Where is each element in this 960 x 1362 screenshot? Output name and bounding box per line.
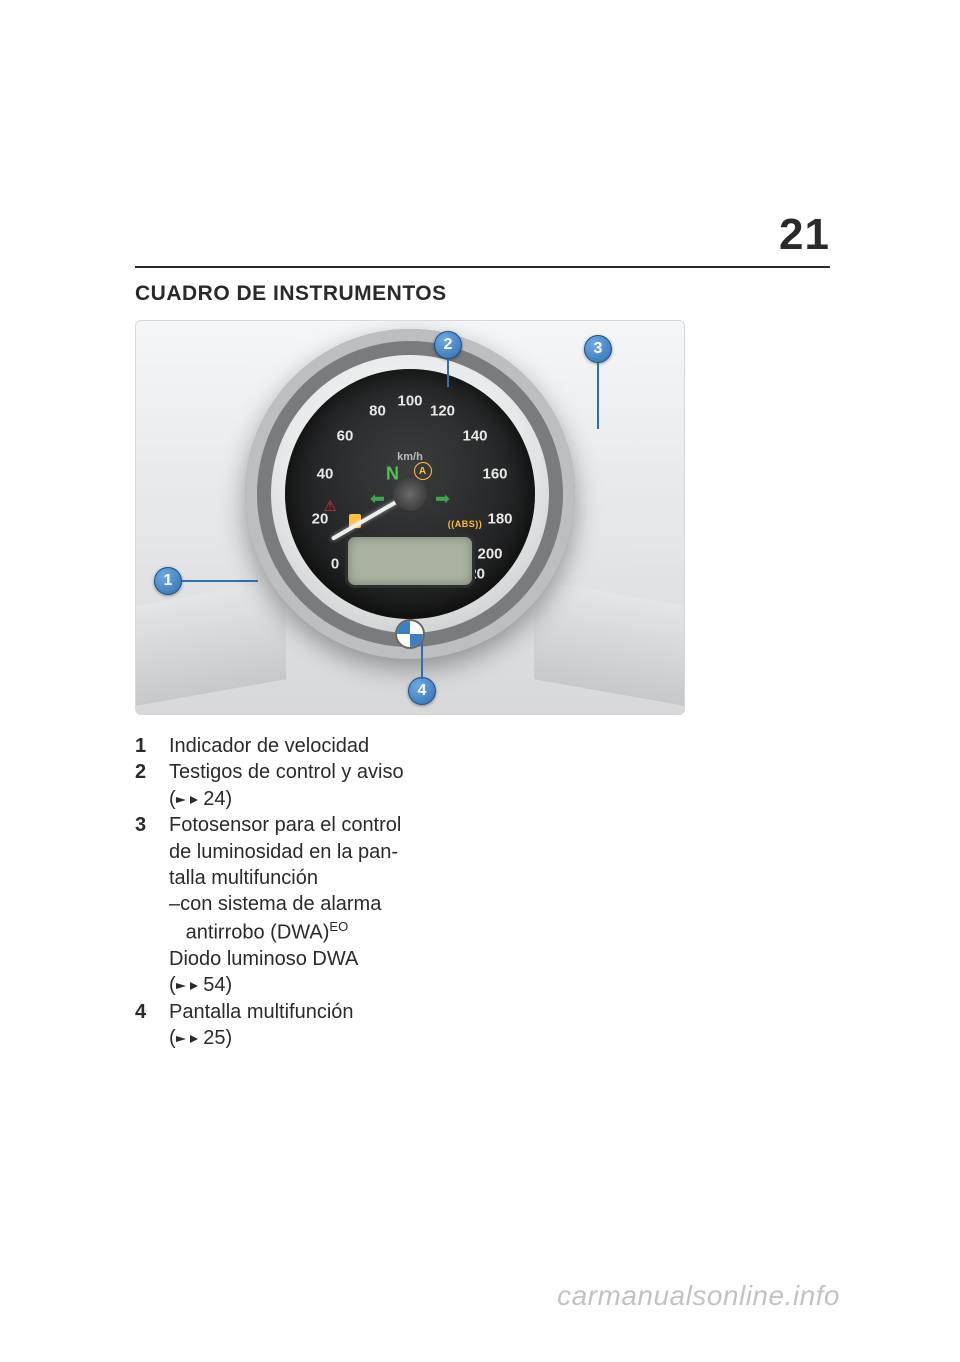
turn-signal-right-icon: ➡ bbox=[435, 488, 450, 509]
callout-1-line bbox=[182, 580, 258, 582]
legend-num: 2 bbox=[135, 759, 169, 812]
option-code: EO bbox=[329, 919, 348, 934]
legend-num: 1 bbox=[135, 733, 169, 759]
speed-mark: 0 bbox=[331, 555, 339, 572]
callout-1: 1 bbox=[154, 567, 182, 595]
legend-text: Indicador de velocidad bbox=[169, 735, 369, 757]
speed-mark: 140 bbox=[462, 428, 487, 445]
speed-mark: 80 bbox=[369, 403, 386, 420]
page-ref-arrow-icon bbox=[176, 980, 198, 992]
legend-item: 1 Indicador de velocidad bbox=[135, 733, 555, 759]
legend-item: 4 Pantalla multifunción ( 25) bbox=[135, 999, 555, 1052]
page-ref-arrow-icon bbox=[176, 794, 198, 806]
legend-text: Fotosensor para el control bbox=[169, 814, 401, 836]
callout-4: 4 bbox=[408, 677, 436, 705]
handlebar-left bbox=[135, 579, 286, 713]
speed-mark: 40 bbox=[317, 465, 334, 482]
legend-num: 3 bbox=[135, 812, 169, 998]
page-ref: 24 bbox=[203, 788, 225, 810]
manual-page: 21 CUADRO DE INSTRUMENTOS km/h 0 20 40 6… bbox=[0, 0, 960, 1362]
legend-sub-dash: – bbox=[169, 893, 180, 915]
legend-text: de luminosidad en la pan- bbox=[169, 841, 398, 863]
callout-3: 3 bbox=[584, 335, 612, 363]
section-rule bbox=[135, 266, 830, 268]
legend-body: Indicador de velocidad bbox=[169, 733, 555, 759]
legend-body: Pantalla multifunción ( 25) bbox=[169, 999, 555, 1052]
legend-text: Testigos de control y aviso bbox=[169, 761, 404, 783]
gauge-housing: km/h 0 20 40 60 80 100 120 140 160 180 2… bbox=[245, 329, 575, 659]
speed-mark: 200 bbox=[477, 545, 502, 562]
page-ref: 25 bbox=[203, 1027, 225, 1049]
gauge-face: km/h 0 20 40 60 80 100 120 140 160 180 2… bbox=[285, 369, 535, 619]
handlebar-right bbox=[534, 579, 685, 713]
speed-mark: 160 bbox=[482, 465, 507, 482]
callout-3-line bbox=[597, 363, 599, 429]
needle-cap bbox=[393, 477, 427, 511]
speed-mark: 100 bbox=[397, 393, 422, 410]
page-ref-arrow-icon bbox=[176, 1033, 198, 1045]
warning-triangle-icon: ⚠ bbox=[323, 497, 336, 515]
legend-item: 2 Testigos de control y aviso ( 24) bbox=[135, 759, 555, 812]
callout-2-line bbox=[447, 359, 449, 387]
legend-sub-text: antirrobo (DWA) bbox=[186, 921, 330, 943]
page-number: 21 bbox=[779, 210, 830, 260]
speed-unit: km/h bbox=[397, 451, 423, 463]
speed-mark: 60 bbox=[337, 428, 354, 445]
callout-2: 2 bbox=[434, 331, 462, 359]
legend-num: 4 bbox=[135, 999, 169, 1052]
speed-mark: 180 bbox=[487, 510, 512, 527]
legend-text: Diodo luminoso DWA bbox=[169, 948, 358, 970]
watermark: carmanualsonline.info bbox=[557, 1280, 840, 1312]
instrument-cluster-figure: km/h 0 20 40 60 80 100 120 140 160 180 2… bbox=[135, 320, 685, 715]
legend-body: Fotosensor para el control de luminosida… bbox=[169, 812, 555, 998]
callout-4-line bbox=[421, 643, 423, 679]
figure-legend: 1 Indicador de velocidad 2 Testigos de c… bbox=[135, 733, 555, 1051]
legend-item: 3 Fotosensor para el control de luminosi… bbox=[135, 812, 555, 998]
abs-indicator: ((ABS)) bbox=[448, 519, 483, 529]
legend-text: talla multifunción bbox=[169, 867, 318, 889]
multifunction-lcd bbox=[345, 534, 475, 588]
legend-body: Testigos de control y aviso ( 24) bbox=[169, 759, 555, 812]
legend-sub-text: con sistema de alarma bbox=[180, 893, 381, 915]
section-title: CUADRO DE INSTRUMENTOS bbox=[135, 282, 830, 306]
page-ref: 54 bbox=[203, 974, 225, 996]
speed-mark: 120 bbox=[430, 403, 455, 420]
legend-text: Pantalla multifunción bbox=[169, 1001, 354, 1023]
